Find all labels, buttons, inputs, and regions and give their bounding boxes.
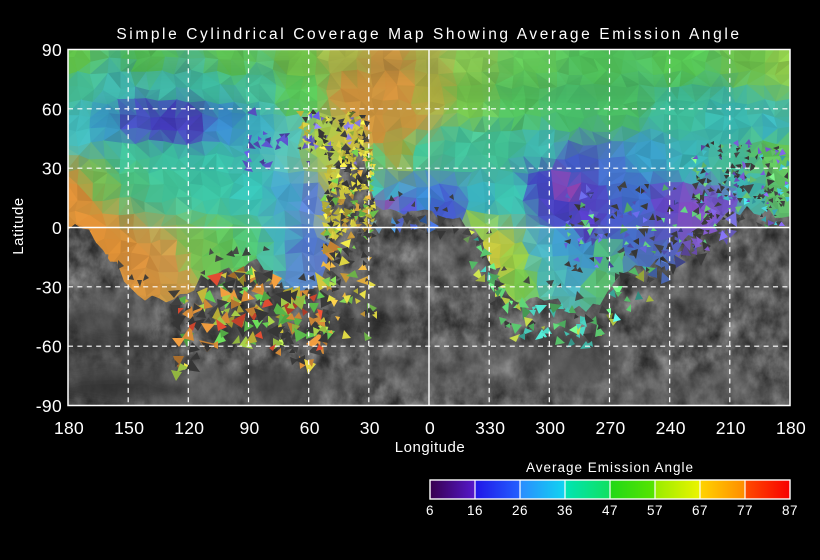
svg-text:270: 270 xyxy=(595,418,625,438)
svg-text:150: 150 xyxy=(114,418,144,438)
svg-text:330: 330 xyxy=(475,418,505,438)
svg-text:Simple Cylindrical Coverage Ma: Simple Cylindrical Coverage Map Showing … xyxy=(116,26,741,43)
svg-text:30: 30 xyxy=(360,418,380,438)
svg-text:47: 47 xyxy=(602,503,618,518)
svg-text:57: 57 xyxy=(647,503,663,518)
svg-text:240: 240 xyxy=(656,418,686,438)
svg-text:60: 60 xyxy=(42,99,62,119)
svg-text:90: 90 xyxy=(42,40,62,60)
svg-text:0: 0 xyxy=(52,218,62,238)
svg-text:30: 30 xyxy=(42,159,62,179)
svg-text:36: 36 xyxy=(557,503,573,518)
svg-text:90: 90 xyxy=(239,418,259,438)
svg-text:Longitude: Longitude xyxy=(395,439,465,456)
svg-text:6: 6 xyxy=(426,503,434,518)
svg-text:-30: -30 xyxy=(36,277,62,297)
svg-text:120: 120 xyxy=(174,418,204,438)
svg-text:26: 26 xyxy=(512,503,528,518)
svg-text:-90: -90 xyxy=(36,396,62,416)
svg-text:87: 87 xyxy=(782,503,798,518)
svg-text:Latitude: Latitude xyxy=(10,197,27,254)
svg-text:300: 300 xyxy=(535,418,565,438)
svg-text:Average Emission Angle: Average Emission Angle xyxy=(526,460,694,475)
svg-text:180: 180 xyxy=(54,418,84,438)
svg-text:210: 210 xyxy=(716,418,746,438)
svg-text:-60: -60 xyxy=(36,337,62,357)
svg-text:180: 180 xyxy=(776,418,806,438)
svg-text:0: 0 xyxy=(425,418,435,438)
svg-text:67: 67 xyxy=(692,503,708,518)
svg-text:77: 77 xyxy=(737,503,753,518)
svg-text:16: 16 xyxy=(467,503,483,518)
svg-text:60: 60 xyxy=(300,418,320,438)
